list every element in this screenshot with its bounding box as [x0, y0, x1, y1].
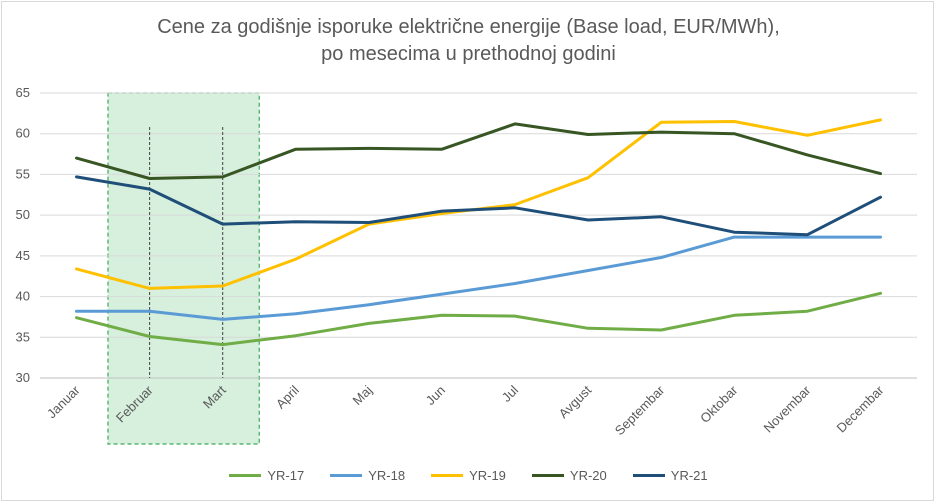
x-tick-label: Decembar — [834, 382, 887, 435]
legend-label: YR-21 — [670, 468, 708, 483]
legend-swatch — [531, 474, 564, 477]
x-tick-label: Avgust — [556, 382, 595, 421]
legend-label: YR-17 — [267, 468, 305, 483]
x-tick-label: Oktobar — [697, 382, 741, 426]
y-tick-label: 60 — [16, 126, 30, 141]
legend-label: YR-20 — [569, 468, 607, 483]
chart-title-line1: Cene za godišnje isporuke električne ene… — [157, 16, 780, 38]
legend-item: YR-20 — [531, 468, 607, 483]
legend-label: YR-19 — [469, 468, 506, 483]
legend-swatch — [431, 474, 464, 477]
legend-swatch — [330, 474, 363, 477]
series-line-yr-20 — [75, 122, 882, 180]
x-tick-label: Januar — [44, 382, 83, 421]
x-tick-label: April — [273, 382, 302, 411]
y-tick-label: 35 — [16, 329, 30, 344]
x-tick-label: Jun — [423, 383, 448, 408]
legend-item: YR-19 — [431, 468, 506, 483]
legend-item: YR-21 — [632, 468, 708, 483]
y-tick-label: 65 — [16, 85, 30, 100]
chart-title-line2: po mesecima u prethodnoj godini — [321, 43, 616, 65]
y-tick-label: 45 — [16, 248, 30, 263]
series-line-yr-21 — [75, 175, 882, 237]
legend-swatch — [229, 474, 262, 477]
x-tick-label: Maj — [350, 382, 375, 407]
legend-item: YR-18 — [330, 468, 405, 483]
y-tick-label: 30 — [16, 370, 30, 385]
x-tick-label: Jul — [499, 382, 521, 404]
series-line-yr-17 — [75, 291, 882, 347]
legend-label: YR-18 — [368, 468, 406, 483]
y-tick-label: 40 — [16, 289, 30, 304]
y-tick-label: 50 — [16, 207, 30, 222]
y-tick-label: 55 — [16, 166, 30, 181]
highlight-band — [107, 92, 260, 445]
chart-title: Cene za godišnje isporuke električne ene… — [0, 14, 937, 68]
x-tick-label: Novembar — [760, 382, 813, 435]
x-tick-label: Septembar — [612, 382, 668, 438]
series-line-yr-18 — [75, 235, 882, 321]
legend-item: YR-17 — [229, 468, 304, 483]
chart-legend: YR-17 YR-18 YR-19 YR-20 YR-21 — [0, 468, 937, 483]
legend-swatch — [632, 474, 665, 477]
